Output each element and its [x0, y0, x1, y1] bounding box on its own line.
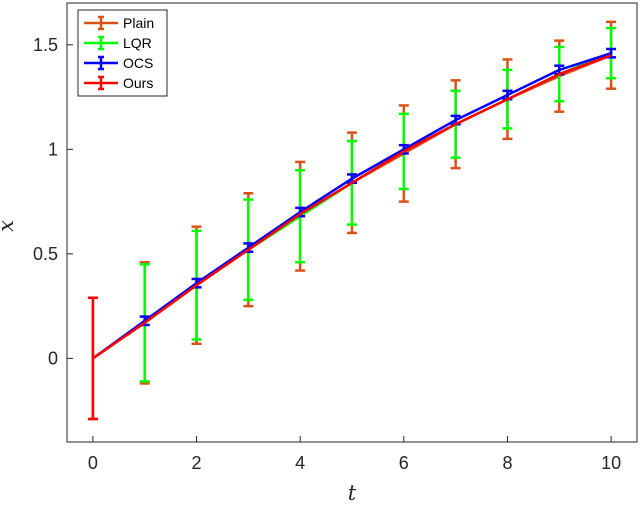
x-tick-label: 10	[601, 453, 621, 473]
x-tick-label: 6	[399, 453, 409, 473]
legend-entry-lqr	[84, 35, 118, 51]
series-ours	[87, 54, 612, 421]
y-tick-label: 0.5	[33, 244, 58, 264]
series-line-ocs	[92, 52, 612, 360]
axis-ticks: 0 2 4 6 8 10 0 0.5 1 1.5	[33, 35, 621, 473]
legend-box	[77, 9, 168, 97]
x-tick-label: 0	[88, 453, 98, 473]
x-tick-label: 2	[192, 453, 202, 473]
y-axis-label: x	[0, 220, 18, 232]
x-tick-label: 4	[295, 453, 305, 473]
x-axis-label: t	[348, 481, 357, 505]
legend-label-ours: Ours	[123, 75, 153, 91]
x-tick-label: 8	[502, 453, 512, 473]
legend-label-lqr: LQR	[123, 35, 152, 51]
y-tick-label: 1	[48, 139, 58, 159]
y-tick-label: 0	[48, 348, 58, 368]
series-line-ours	[92, 54, 612, 360]
legend-entry-ours	[84, 75, 118, 91]
plot-area	[87, 20, 617, 421]
legend-label-ocs: OCS	[123, 55, 153, 71]
legend-entry-plain	[84, 15, 118, 31]
legend-label-plain: Plain	[123, 15, 154, 31]
axes-box	[66, 2, 638, 443]
legend: Plain LQR OCS Ours	[77, 9, 168, 97]
legend-entry-ocs	[84, 55, 118, 71]
y-tick-label: 1.5	[33, 35, 58, 55]
series-ocs	[92, 47, 617, 360]
